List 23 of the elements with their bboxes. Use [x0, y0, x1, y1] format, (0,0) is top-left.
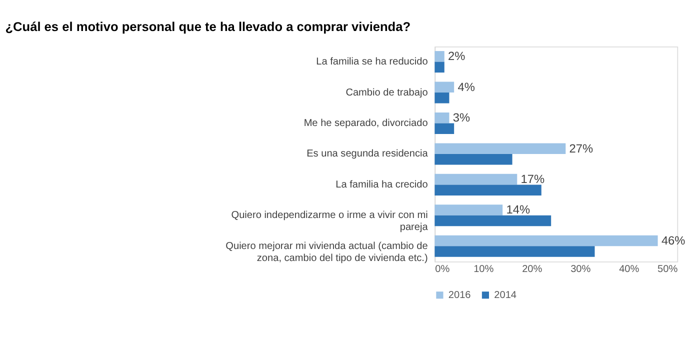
data-label: 2% — [448, 49, 466, 64]
x-tick-label: 0% — [435, 264, 450, 276]
x-tick-label: 40% — [619, 264, 640, 276]
x-tick-label: 30% — [570, 264, 591, 276]
y-tick-label: Quiero mejorar mi vivienda actual (cambio de zona, cambio del tipo de vivienda etc.) — [226, 240, 428, 264]
legend-label: 2016 — [448, 290, 472, 301]
x-tick-label: 10% — [474, 264, 494, 276]
data-label: 27% — [569, 141, 594, 156]
y-tick-label: La familia se ha reducido — [316, 56, 428, 68]
y-tick-label: La familia ha crecido — [336, 179, 428, 190]
y-tick-label: Cambio de trabajo — [346, 87, 428, 98]
data-label: 3% — [452, 110, 470, 125]
legend-label: 2014 — [494, 290, 517, 301]
y-tick-label: Es una segunda residencia — [306, 148, 428, 160]
y-tick-label: Me he separado, divorciado — [304, 118, 428, 129]
y-tick-label: Quiero independizarme o irme a vivir con mi pareja — [231, 210, 428, 234]
data-label: 4% — [458, 80, 476, 94]
data-label: 46% — [661, 233, 686, 248]
text: ¿Cuál es el motivo personal que te ha llevado a comprar vivienda? — [5, 18, 411, 34]
data-label: 17% — [520, 172, 546, 186]
x-tick-label: 20% — [522, 264, 542, 276]
data-label: 14% — [506, 202, 530, 217]
x-tick-label: 50% — [658, 264, 678, 276]
